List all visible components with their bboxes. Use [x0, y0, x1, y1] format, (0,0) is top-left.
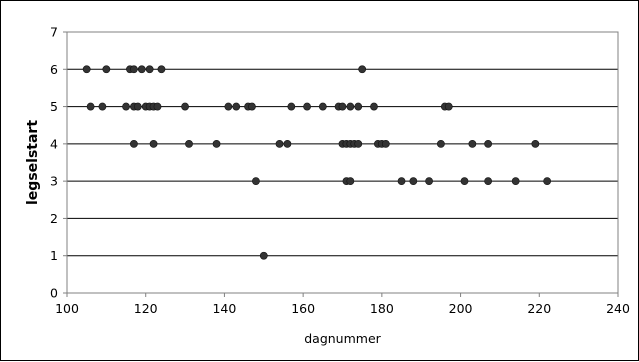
x-tick-label: 240 [606, 301, 630, 316]
data-point [212, 139, 221, 148]
data-point [145, 65, 154, 74]
y-tick-label: 1 [50, 248, 58, 263]
data-point [153, 102, 162, 111]
x-axis-title: dagnummer [304, 331, 381, 346]
x-tick-label: 180 [370, 301, 394, 316]
data-point [181, 102, 189, 111]
data-point [275, 139, 284, 148]
y-tick-label: 4 [50, 136, 58, 151]
data-point [157, 65, 166, 74]
data-point [436, 139, 445, 148]
y-tick-label: 2 [50, 211, 58, 226]
data-point [484, 177, 493, 186]
data-point [252, 177, 260, 186]
data-point [358, 65, 367, 74]
data-point [511, 177, 520, 186]
data-point [346, 102, 355, 111]
data-point [137, 65, 146, 74]
data-point [354, 102, 363, 111]
y-tick-label: 0 [50, 286, 58, 301]
data-point [409, 177, 418, 186]
data-point [531, 139, 540, 148]
y-axis-title: legselstart [25, 120, 41, 205]
data-point [130, 65, 138, 74]
y-tick-label: 6 [50, 62, 58, 77]
data-point [130, 139, 138, 148]
data-point [98, 102, 107, 111]
data-point [102, 65, 111, 74]
data-point [133, 102, 142, 111]
x-tick-label: 220 [527, 301, 551, 316]
gridlines [67, 68, 618, 257]
data-point [425, 177, 433, 186]
data-point [259, 251, 268, 260]
data-point [346, 177, 355, 186]
data-point [86, 102, 95, 111]
data-point [468, 139, 477, 148]
x-tick-label: 160 [291, 301, 315, 316]
data-point [460, 177, 469, 186]
x-tick-label: 200 [449, 301, 473, 316]
data-point [82, 65, 91, 74]
axis-ticks: 0 1 2 3 4 5 6 7 100 120 140 160 180 200 220 240 [50, 25, 630, 317]
data-point [354, 139, 363, 148]
data-point [381, 139, 390, 148]
data-point [224, 102, 233, 111]
data-point [122, 102, 130, 111]
data-point [543, 177, 552, 186]
x-tick-label: 120 [134, 301, 158, 316]
data-point [444, 102, 453, 111]
data-point [232, 102, 241, 111]
data-point [318, 102, 327, 111]
data-points [82, 65, 552, 260]
x-tick-label: 100 [55, 301, 79, 316]
y-tick-label: 3 [50, 174, 58, 189]
data-point [484, 139, 493, 148]
data-point [303, 102, 311, 111]
data-point [185, 139, 193, 148]
data-point [338, 102, 347, 111]
data-point [248, 102, 256, 111]
data-point [287, 102, 296, 111]
y-tick-label: 7 [50, 25, 58, 40]
data-point [370, 102, 378, 111]
data-point [397, 177, 406, 186]
y-tick-label: 5 [50, 99, 58, 114]
x-tick-label: 140 [212, 301, 236, 316]
data-point [149, 139, 158, 148]
data-point [283, 139, 292, 148]
plot-area [66, 31, 619, 294]
